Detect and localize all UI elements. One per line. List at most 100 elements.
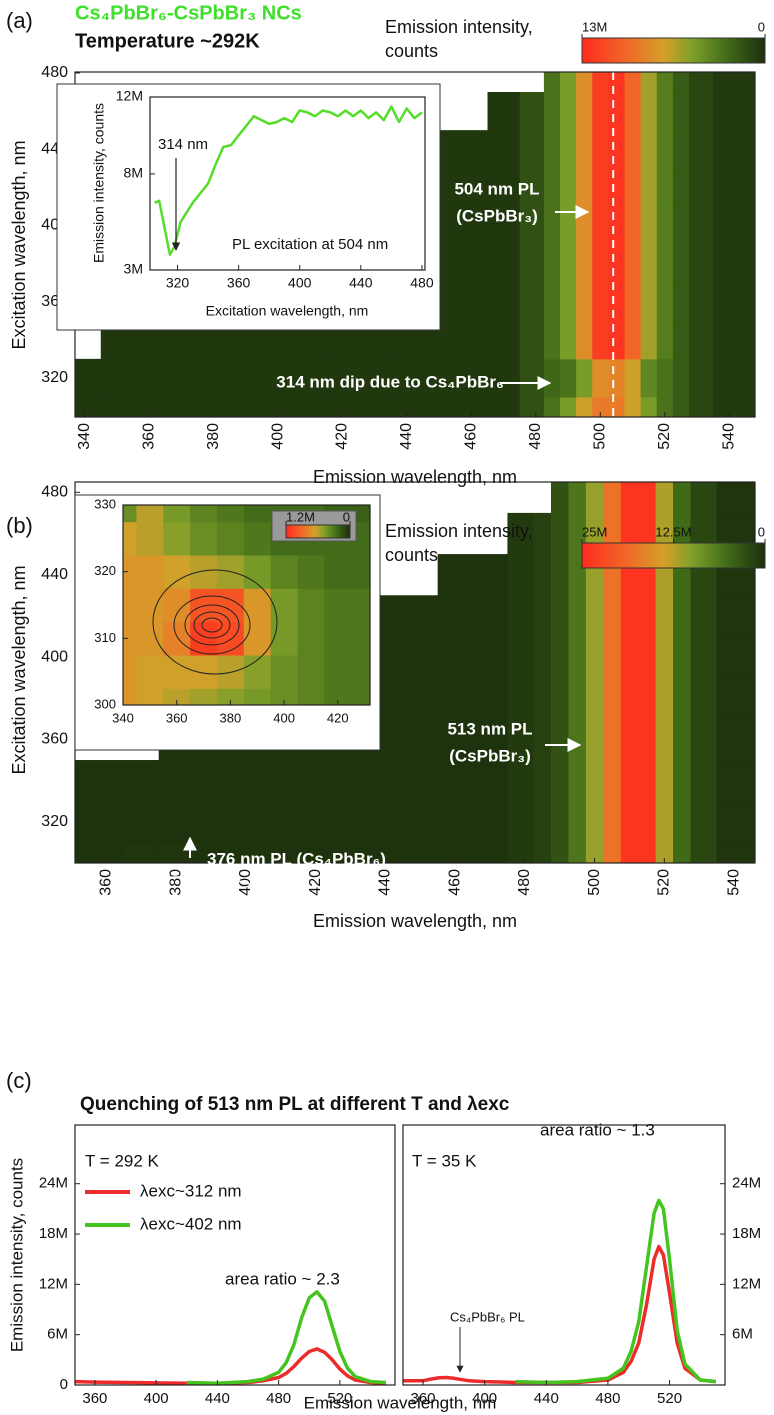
heat-cell: [472, 595, 508, 637]
heat-cell: [713, 168, 756, 207]
x-axis-label: Excitation wavelength, nm: [206, 303, 369, 319]
y-tick-label: 18M: [39, 1225, 68, 1242]
heat-cell: [713, 92, 756, 131]
heat-cell: [158, 801, 195, 843]
heat-cell: [690, 677, 718, 720]
heat-cell: [713, 206, 756, 245]
heat-cell: [640, 358, 658, 398]
heat-cell: [216, 688, 245, 706]
heat-cell: [455, 244, 489, 284]
heat-cell: [551, 595, 569, 637]
x-tick-label: 460: [463, 423, 480, 450]
overlay: [117, 158, 590, 1373]
heat-cell: [638, 636, 657, 679]
x-tick-label: 520: [656, 869, 673, 896]
y-tick-label: 320: [94, 563, 116, 578]
plot-frame: [149, 96, 426, 271]
heat-cell: [351, 688, 371, 706]
heat-cell: [216, 505, 245, 523]
colorbar: [581, 542, 766, 569]
heat-cell: [472, 636, 508, 679]
y-tick-label: 320: [41, 813, 68, 830]
heat-cell: [688, 282, 714, 322]
heat-cell: [358, 358, 392, 398]
heat-cell: [656, 92, 674, 131]
heat-cell: [455, 282, 489, 322]
heat-cell: [228, 842, 264, 864]
heat-cell: [592, 168, 609, 207]
chart-title: Quenching of 513 nm PL at different T an…: [80, 1094, 510, 1115]
heat-cell: [585, 842, 604, 864]
colorbar-label: counts: [385, 41, 438, 61]
heat-cell: [620, 760, 639, 802]
colorbar: [581, 37, 766, 64]
heat-cell: [592, 320, 609, 360]
heat-cell: [519, 320, 545, 360]
heat-cell: [568, 482, 587, 514]
heat-cell: [136, 688, 164, 706]
heat-cell: [543, 358, 561, 398]
heat-cell: [533, 801, 552, 843]
heat-cell: [165, 396, 198, 418]
heat-cell: [656, 130, 674, 169]
heat-cell: [551, 554, 569, 596]
heat-cell: [351, 655, 371, 689]
heat-cell: [713, 244, 756, 284]
annotation: PL excitation at 504 nm: [232, 236, 388, 253]
heat-cell: [624, 358, 642, 398]
heat-cell: [507, 718, 535, 761]
x-tick-label: 320: [166, 275, 190, 291]
heat-cell: [163, 555, 191, 589]
y-tick-label: 480: [41, 484, 68, 501]
heat-cell: [716, 677, 756, 720]
heat-cell: [390, 396, 424, 418]
heat-cell: [543, 168, 561, 207]
heat-cell: [624, 92, 642, 131]
heat-cell: [487, 206, 521, 245]
heat-cell: [576, 72, 593, 93]
heat-cell: [519, 282, 545, 322]
heat-cell: [688, 396, 714, 418]
heat-cell: [123, 760, 160, 802]
heat-cell: [608, 130, 625, 169]
heat-cell: [333, 842, 369, 864]
x-tick-label: 460: [446, 869, 463, 896]
heat-cell: [592, 396, 609, 418]
annotation: (CsPbBr₃): [449, 746, 531, 765]
heat-cell: [229, 396, 263, 418]
panel-label: (b): [6, 513, 33, 538]
heat-cell: [592, 72, 609, 93]
y-tick-label: 400: [41, 648, 68, 665]
x-tick-label: 400: [144, 1390, 169, 1407]
x-tick-label: 540: [720, 423, 737, 450]
heat-cell: [713, 320, 756, 360]
heat-cell: [603, 760, 622, 802]
x-tick-label: 520: [327, 1390, 352, 1407]
y-tick-label: 330: [94, 496, 116, 511]
heat-cell: [216, 521, 245, 556]
heat-cell: [656, 282, 674, 322]
heat-cell: [672, 72, 690, 93]
heat-cell: [716, 801, 756, 843]
heat-cell: [455, 206, 489, 245]
heat-cell: [472, 801, 508, 843]
heat-cell: [568, 677, 587, 720]
heat-cell: [297, 688, 325, 706]
heat-cell: [123, 521, 137, 556]
colorbar-tick-label: 1.2M: [286, 509, 315, 524]
heat-cell: [560, 130, 577, 169]
heat-cell: [136, 521, 164, 556]
heat-cell: [324, 688, 352, 706]
heat-cell: [624, 168, 642, 207]
heat-cell: [324, 588, 352, 623]
heat-cell: [551, 636, 569, 679]
x-tick-label: 360: [82, 1390, 107, 1407]
heat-cell: [673, 801, 691, 843]
heat-cell: [507, 801, 535, 843]
heat-cell: [603, 482, 622, 514]
heat-cell: [568, 636, 587, 679]
heat-cell: [560, 244, 577, 284]
x-tick-label: 480: [410, 275, 434, 291]
annotation: (CsPbBr₃): [456, 206, 538, 225]
heat-cell: [294, 358, 327, 398]
